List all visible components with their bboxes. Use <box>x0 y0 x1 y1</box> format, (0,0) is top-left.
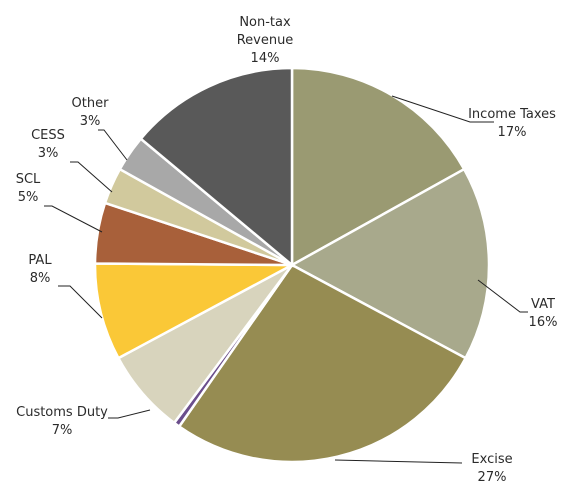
slice-label: Excise <box>471 452 513 467</box>
leader-line <box>334 459 463 464</box>
slice-label: Income Taxes <box>468 107 556 122</box>
leader-line <box>58 285 103 319</box>
slice-value-label: 14% <box>250 51 280 66</box>
pie-slice <box>290 66 466 268</box>
slice-value-label: 3% <box>37 146 59 161</box>
pie-slice <box>289 167 491 360</box>
slice-value-label: 3% <box>79 114 101 129</box>
slice-label: SCL <box>15 172 41 187</box>
slice-value-label: 8% <box>29 271 51 286</box>
slice-label: Customs Duty <box>16 405 108 420</box>
leader-line <box>44 205 103 233</box>
slice-label: VAT <box>531 297 555 312</box>
slice-value-label: 27% <box>477 470 507 485</box>
slice-label: Non-tax Revenue <box>236 15 294 48</box>
slice-label: Other <box>71 96 109 111</box>
pie-slice <box>138 66 294 268</box>
slice-value-label: 17% <box>497 125 527 140</box>
leader-line <box>98 129 128 161</box>
pie-slice <box>177 263 468 464</box>
leader-line <box>477 279 528 313</box>
leader-line <box>108 409 151 419</box>
leader-line <box>391 95 494 123</box>
slice-value-label: 7% <box>51 423 73 438</box>
leader-line <box>70 161 113 193</box>
slice-value-label: 16% <box>528 315 558 330</box>
slice-label: PAL <box>28 253 52 268</box>
slice-value-label: 5% <box>17 190 39 205</box>
slice-label: CESS <box>31 128 65 143</box>
pie-slice <box>93 262 293 360</box>
